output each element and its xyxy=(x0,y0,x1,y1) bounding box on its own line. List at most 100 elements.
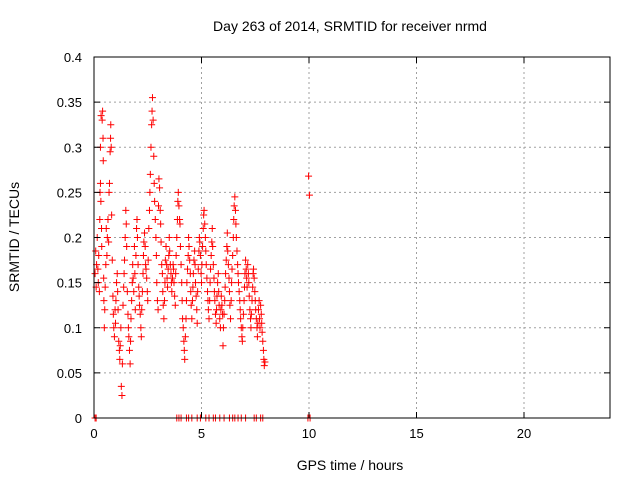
data-point xyxy=(112,297,120,305)
chart-title: Day 263 of 2014, SRMTID for receiver nrm… xyxy=(213,18,487,34)
data-point xyxy=(180,346,188,354)
x-axis-title: GPS time / hours xyxy=(297,457,404,473)
data-point xyxy=(100,324,108,332)
data-point xyxy=(104,215,112,223)
data-point xyxy=(148,121,156,129)
data-point xyxy=(223,229,231,237)
data-point xyxy=(201,220,209,228)
data-point xyxy=(200,206,208,214)
data-point xyxy=(193,319,201,327)
data-point xyxy=(156,184,164,192)
data-point xyxy=(254,306,262,314)
data-point xyxy=(226,301,234,309)
data-point xyxy=(117,324,125,332)
data-point xyxy=(91,270,99,278)
data-point xyxy=(103,234,111,241)
data-point xyxy=(233,247,241,255)
data-point xyxy=(120,283,128,291)
data-point xyxy=(146,188,154,196)
data-point xyxy=(257,310,265,318)
data-point xyxy=(259,346,267,354)
data-point xyxy=(134,261,142,269)
data-point xyxy=(140,238,148,246)
data-point xyxy=(100,297,108,305)
data-point xyxy=(225,274,233,282)
data-point xyxy=(173,234,181,241)
data-point xyxy=(199,224,207,232)
data-point xyxy=(221,297,229,305)
data-point xyxy=(160,315,168,323)
data-point xyxy=(133,234,141,241)
data-point xyxy=(97,112,105,120)
data-point xyxy=(151,215,159,223)
data-point xyxy=(203,274,211,282)
data-point xyxy=(170,265,178,273)
data-point xyxy=(228,265,236,273)
data-point xyxy=(122,220,130,228)
data-point xyxy=(242,265,250,273)
data-point xyxy=(130,288,138,296)
data-point xyxy=(127,337,135,345)
data-point xyxy=(144,256,152,264)
data-point xyxy=(162,243,170,251)
data-point xyxy=(199,243,207,251)
data-point xyxy=(150,152,158,160)
data-point xyxy=(158,270,166,278)
data-point xyxy=(151,197,159,205)
data-point xyxy=(108,256,116,264)
data-point xyxy=(219,324,227,332)
data-point xyxy=(305,191,313,199)
data-point xyxy=(172,270,180,278)
data-point xyxy=(117,382,125,390)
data-point xyxy=(110,333,118,341)
data-point xyxy=(125,346,133,354)
data-point xyxy=(114,306,122,314)
data-point xyxy=(144,297,152,305)
data-point xyxy=(232,234,240,241)
data-point xyxy=(155,175,163,183)
data-point xyxy=(214,279,222,287)
data-point xyxy=(137,333,145,341)
data-point xyxy=(191,261,199,269)
data-point xyxy=(256,315,264,323)
data-point xyxy=(261,358,269,366)
data-point xyxy=(177,261,185,269)
data-point xyxy=(218,301,226,309)
data-point xyxy=(195,247,203,255)
data-point xyxy=(96,179,104,187)
data-point xyxy=(235,288,243,296)
data-point xyxy=(217,292,225,300)
data-point xyxy=(138,306,146,314)
data-point xyxy=(149,116,157,124)
x-tick-label: 10 xyxy=(302,426,316,441)
data-point xyxy=(237,315,245,323)
data-point xyxy=(100,274,108,282)
data-point xyxy=(127,315,135,323)
data-point xyxy=(194,288,202,296)
data-point xyxy=(227,297,235,305)
data-point xyxy=(255,297,263,305)
data-point xyxy=(253,333,261,341)
data-point xyxy=(136,301,144,309)
data-point xyxy=(122,206,130,214)
data-point xyxy=(133,224,141,232)
data-point xyxy=(154,306,162,314)
data-point xyxy=(232,220,240,228)
data-point xyxy=(225,288,233,296)
data-point xyxy=(193,306,201,314)
data-point xyxy=(205,315,213,323)
data-point xyxy=(145,206,153,214)
data-point xyxy=(250,274,258,282)
data-point xyxy=(157,238,165,246)
data-point xyxy=(182,297,190,305)
data-point xyxy=(105,188,113,196)
data-point xyxy=(115,337,123,345)
data-point xyxy=(110,324,118,332)
data-point xyxy=(123,288,131,296)
data-point xyxy=(133,215,141,223)
y-tick-label: 0.1 xyxy=(64,321,82,336)
data-point xyxy=(168,288,176,296)
data-point xyxy=(105,238,113,246)
data-point xyxy=(184,252,192,260)
